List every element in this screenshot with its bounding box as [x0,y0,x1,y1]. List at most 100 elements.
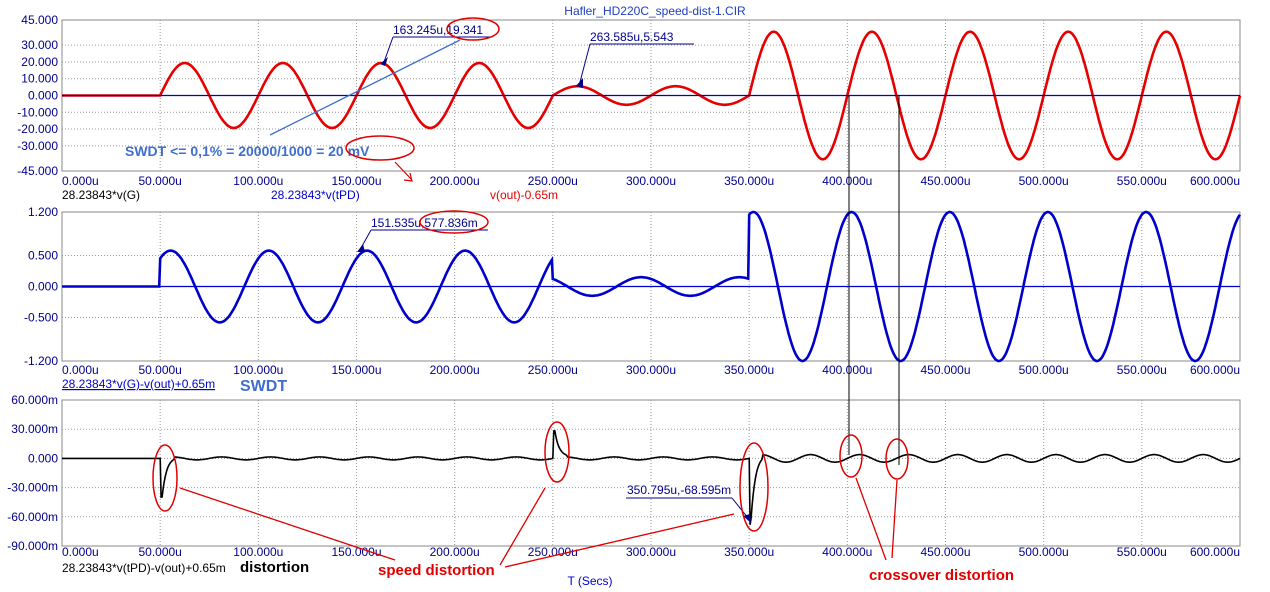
x-tick-label: 400.000u [822,174,872,188]
y-tick-label: 0.000 [28,451,58,465]
x-tick-label: 200.000u [430,363,480,377]
crossover-arrow-1 [855,477,887,561]
y-tick-label: 45.000 [21,13,58,27]
marker-arrow-350 [743,514,751,523]
x-tick-label: 450.000u [920,174,970,188]
x-tick-label: 450.000u [920,545,970,559]
x-tick-label: 300.000u [626,545,676,559]
x-tick-label: 550.000u [1117,545,1167,559]
annotation-line-blue [269,39,461,136]
panel-top-y-ticks: 45.000 30.000 20.000 10.000 0.000 -10.000 -20.… [17,13,58,178]
marker-leader-350 [731,497,749,519]
legend-top-vout: v(out)-0.65m [490,188,558,202]
x-tick-label: 50.000u [138,174,181,188]
speed-distortion-label: speed distortion [378,562,495,579]
crossover-distortion-label: crossover distortion [869,567,1014,584]
window-title: Hafler_HD220C_speed-dist-1.CIR [564,4,746,18]
x-tick-label: 150.000u [331,545,381,559]
panel-middle-x-ticks: 0.000u 50.000u 100.000u 150.000u 200.000u 250… [62,363,1240,377]
trace-distortion [62,429,1241,525]
y-tick-label: 30.000 [21,38,58,52]
highlight-ellipse-250u [544,421,570,483]
x-tick-label: 300.000u [626,174,676,188]
y-tick-label: -30.000m [7,481,58,495]
x-tick-label: 500.000u [1019,174,1069,188]
panel-bottom-grid [62,400,1240,546]
highlight-ellipse-19341 [446,17,500,41]
y-tick-label: 0.500 [28,248,58,262]
x-tick-label: 50.000u [138,545,181,559]
x-tick-label: 0.000u [62,363,99,377]
x-tick-label: 550.000u [1117,363,1167,377]
y-tick-label: -0.500 [24,311,58,325]
legend-top-vtpd: 28.23843*v(tPD) [271,188,360,202]
y-tick-label: -60.000m [7,510,58,524]
x-tick-label: 500.000u [1019,545,1069,559]
x-tick-label: 600.000u [1190,174,1240,188]
legend-bottom-expr: 28.23843*v(tPD)-v(out)+0.65m [62,561,226,575]
x-tick-label: 350.000u [724,363,774,377]
speed-arrow-3 [504,513,735,568]
legend-middle-swdt: SWDT [240,378,287,395]
x-tick-label: 200.000u [430,545,480,559]
marker-label-151: 151.535u,577.836m [371,216,478,230]
trace-swdt [62,210,1242,363]
legend-top-vg: 28.23843*v(G) [62,188,140,202]
marker-box-350 [626,482,732,497]
marker-arrow-151 [357,244,365,252]
speed-arrow-1 [179,487,396,561]
x-tick-label: 250.000u [528,545,578,559]
x-tick-label: 600.000u [1190,363,1240,377]
marker-label-163: 163.245u,19.341 [393,23,483,37]
marker-label-263: 263.585u,5.543 [590,30,674,44]
x-tick-label: 450.000u [920,363,970,377]
x-tick-label: 250.000u [528,363,578,377]
marker-leader-163 [383,36,394,63]
x-tick-label: 350.000u [724,174,774,188]
x-tick-label: 250.000u [528,174,578,188]
x-tick-label: 50.000u [138,363,181,377]
y-tick-label: 20.000 [21,55,58,69]
y-tick-label: 0.000 [28,280,58,294]
x-tick-label: 500.000u [1019,363,1069,377]
legend-bottom-distortion: distortion [240,559,309,576]
x-tick-label: 100.000u [233,174,283,188]
y-tick-label: 10.000 [21,72,58,86]
highlight-ellipse-20mv [345,135,415,161]
x-tick-label: 400.000u [822,363,872,377]
x-tick-label: 100.000u [233,545,283,559]
x-tick-label: 550.000u [1117,174,1167,188]
x-tick-label: 150.000u [331,174,381,188]
highlight-ellipse-425u [885,438,909,480]
x-tick-label: 400.000u [822,545,872,559]
legend-middle-expr: 28.23843*v(G)-v(out)+0.65m [62,377,215,391]
crossover-arrow-2 [891,479,898,559]
arrow-20mv-head [403,172,413,182]
panel-bottom-y-ticks: 60.000m 30.000m 0.000 -30.000m -60.000m -90.0… [7,393,58,553]
y-tick-label: 1.200 [28,205,58,219]
panel-middle-y-ticks: 1.200 0.500 0.000 -0.500 -1.200 [24,205,58,368]
x-tick-label: 200.000u [430,174,480,188]
arrow-20mv-line [394,161,413,181]
x-tick-label: 350.000u [724,545,774,559]
y-tick-label: -90.000m [7,539,58,553]
marker-arrow-163 [380,57,388,66]
y-tick-label: -1.200 [24,354,58,368]
y-tick-label: -10.000 [17,105,58,119]
y-tick-label: -45.000 [17,164,58,178]
highlight-ellipse-400u [839,434,863,478]
panel-top-x-ticks: 0.000u 50.000u 100.000u 150.000u 200.000u 250… [62,174,1240,188]
x-tick-label: 300.000u [626,363,676,377]
highlight-ellipse-50u [152,444,178,512]
panel-bottom-x-ticks: 0.000u 50.000u 100.000u 150.000u 200.000u 250… [62,545,1240,559]
swdt-formula: SWDT <= 0,1% = 20000/1000 = 20 mV [125,143,370,159]
marker-leader-263 [579,43,591,83]
x-tick-label: 0.000u [62,174,99,188]
x-tick-label: 0.000u [62,545,99,559]
y-tick-label: 0.000 [28,89,58,103]
marker-label-350: 350.795u,-68.595m [627,483,731,497]
speed-arrow-2 [499,487,546,566]
x-tick-label: 600.000u [1190,545,1240,559]
